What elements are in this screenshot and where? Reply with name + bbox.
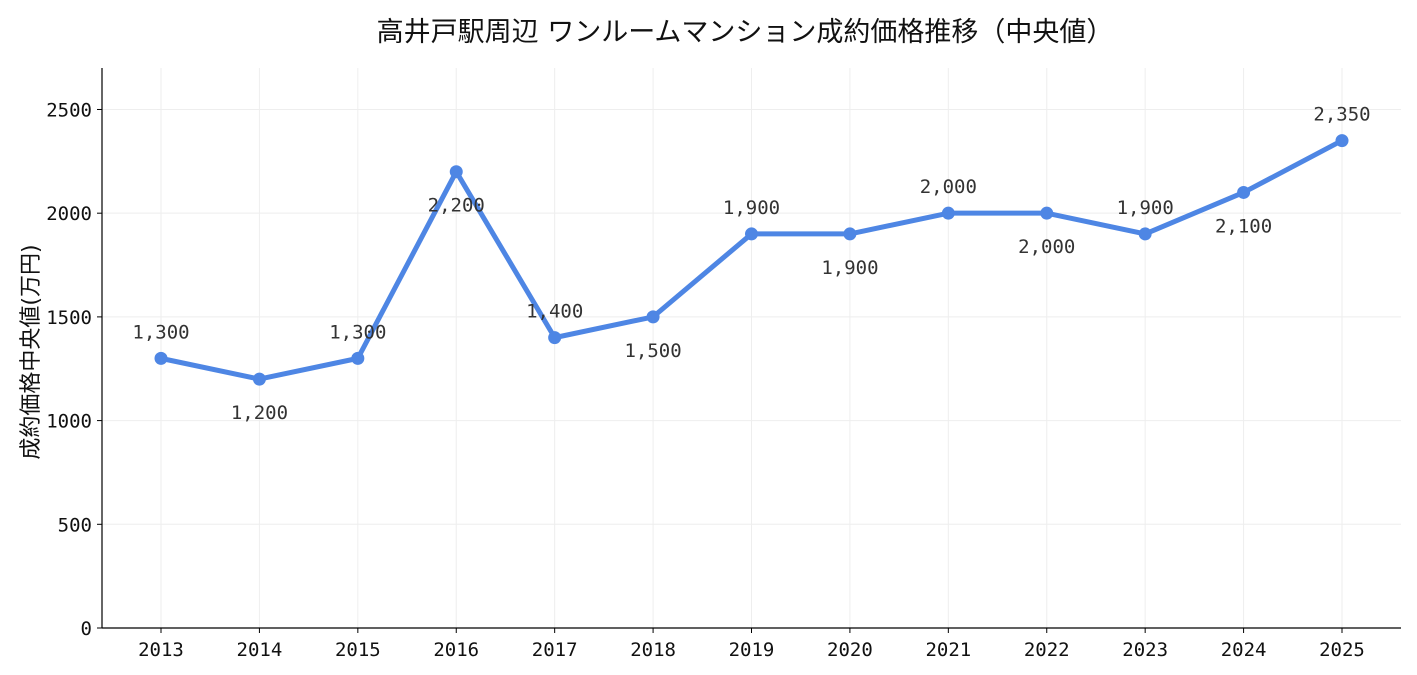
data-labels: 1,300 1,200 1,300 2,200 1,400 1,500 1,900 1,900…	[132, 104, 1370, 425]
data-label: 2,200	[428, 195, 485, 217]
data-label: 2,000	[1018, 236, 1075, 258]
x-tick-label: 2023	[1122, 639, 1168, 661]
grid-lines	[102, 68, 1401, 629]
data-point	[1335, 134, 1349, 148]
data-point	[745, 227, 758, 241]
x-ticks: 2013 2014 2015 2016 2017 2018 2019 2020 2021 2022…	[138, 628, 1365, 661]
data-label: 2,000	[920, 176, 977, 198]
y-tick-label: 2500	[46, 99, 92, 121]
y-tick-label: 500	[58, 514, 92, 536]
data-label: 1,300	[132, 321, 189, 343]
y-tick-label: 1000	[46, 411, 92, 433]
x-tick-label: 2020	[827, 639, 873, 661]
data-point	[449, 165, 463, 179]
data-point	[843, 227, 857, 241]
x-tick-label: 2022	[1024, 639, 1070, 661]
x-tick-label: 2024	[1221, 639, 1267, 661]
data-label: 1,200	[231, 402, 288, 424]
data-point	[548, 331, 562, 345]
data-point	[252, 372, 266, 386]
data-point	[646, 310, 660, 324]
data-point	[1040, 206, 1054, 220]
series-price	[154, 134, 1349, 386]
data-point	[1237, 185, 1251, 199]
data-label: 1,400	[526, 301, 583, 323]
x-tick-label: 2014	[237, 639, 283, 661]
data-label: 1,900	[821, 257, 878, 279]
x-tick-label: 2017	[532, 639, 578, 661]
x-tick-label: 2019	[729, 639, 775, 661]
data-point	[154, 351, 168, 365]
x-tick-label: 2016	[433, 639, 479, 661]
chart-title: 高井戸駅周辺 ワンルームマンション成約価格推移（中央値）	[377, 17, 1114, 48]
y-tick-label: 1500	[46, 307, 92, 329]
y-tick-label: 0	[81, 618, 92, 640]
y-ticks: 0 500 1000 1500 2000 2500	[46, 99, 102, 640]
data-label: 2,100	[1215, 215, 1272, 237]
data-label: 1,300	[329, 321, 386, 343]
x-tick-label: 2018	[630, 639, 676, 661]
data-point	[941, 206, 955, 220]
data-point	[351, 351, 365, 365]
x-tick-label: 2013	[138, 639, 184, 661]
x-tick-label: 2015	[335, 639, 381, 661]
y-axis-label: 成約価格中央値(万円)	[19, 244, 44, 459]
x-tick-label: 2025	[1319, 639, 1365, 661]
data-label: 1,900	[723, 197, 780, 219]
data-label: 2,350	[1313, 104, 1370, 126]
x-tick-label: 2021	[925, 639, 971, 661]
data-label: 1,900	[1117, 197, 1174, 219]
data-label: 1,500	[624, 340, 681, 362]
y-tick-label: 2000	[46, 203, 92, 225]
data-point	[1138, 227, 1152, 241]
